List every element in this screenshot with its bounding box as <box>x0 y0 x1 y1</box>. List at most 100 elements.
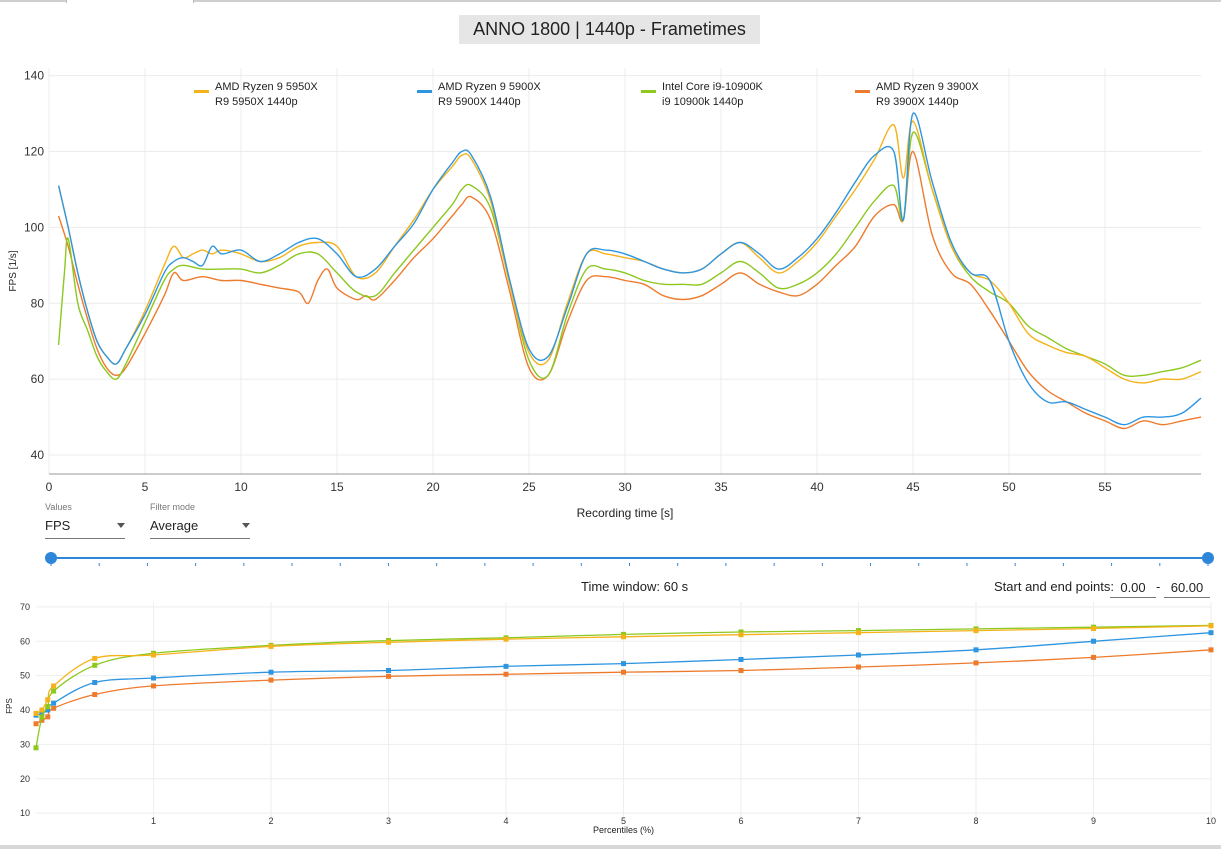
chevron-down-icon <box>117 523 125 528</box>
y-tick-label: 20 <box>20 774 30 784</box>
series-point <box>386 667 391 673</box>
series-point <box>1091 638 1096 644</box>
series-point <box>39 707 45 713</box>
series-point <box>738 656 744 662</box>
y-tick-label: 100 <box>24 220 44 234</box>
series-point <box>39 714 45 720</box>
series-point <box>856 630 861 636</box>
x-tick-label: 50 <box>1002 480 1016 494</box>
x-tick-label: 7 <box>856 816 861 826</box>
x-tick-label: 20 <box>426 480 440 494</box>
legend-series-subtitle: R9 3900X 1440p <box>876 96 959 108</box>
values-dropdown-label: Values <box>45 502 72 512</box>
series-point <box>738 629 744 635</box>
series-point <box>39 710 45 716</box>
legend-series-name: Intel Core i9-10900K <box>662 81 764 93</box>
percentile-line-chart: 1 2 3 4 5 6 7 8 9 10 10 20 30 40 50 60 70 Percentiles (%)… <box>5 602 1216 835</box>
y-tick-label: 50 <box>20 671 30 681</box>
series-lines <box>33 622 1214 751</box>
values-dropdown[interactable]: Values FPS <box>45 502 125 539</box>
grid-lines <box>48 68 1201 474</box>
time-range-slider[interactable] <box>0 545 1221 575</box>
series-line <box>35 625 1212 714</box>
filter-mode-value: Average <box>150 518 199 533</box>
series-point <box>973 660 979 666</box>
series-line <box>35 632 1212 716</box>
series-point <box>268 669 274 675</box>
x-tick-label: 9 <box>1091 816 1096 826</box>
legend-swatch <box>641 90 656 93</box>
series-point <box>503 663 509 669</box>
series-point <box>51 683 57 689</box>
series-point <box>386 639 391 645</box>
slider-start-handle[interactable] <box>45 552 57 564</box>
series-point <box>503 636 509 642</box>
series-point <box>92 692 98 698</box>
legend-series-subtitle: i9 10900k 1440p <box>662 96 743 108</box>
series-point <box>973 647 979 653</box>
x-tick-label: 25 <box>522 480 536 494</box>
values-dropdown-underline <box>45 538 125 539</box>
series-point <box>1208 647 1214 653</box>
range-separator: - <box>1156 579 1161 594</box>
x-tick-label: 35 <box>714 480 728 494</box>
series-point <box>151 683 156 689</box>
series-point <box>151 675 156 681</box>
filter-mode-dropdown[interactable]: Filter mode Average <box>150 502 250 539</box>
series-line <box>57 112 1202 426</box>
y-tick-label: 60 <box>31 372 45 386</box>
y-tick-label: 10 <box>20 808 30 818</box>
chevron-down-icon <box>242 523 250 528</box>
series-point <box>33 721 39 727</box>
y-axis-title: FPS [1/s] <box>8 250 19 291</box>
series-point <box>92 680 98 685</box>
series-point <box>1208 630 1214 636</box>
window-bottom-border <box>0 845 1221 849</box>
x-tick-label: 30 <box>618 480 632 494</box>
x-tick-label: 45 <box>906 480 920 494</box>
active-tab[interactable] <box>66 0 194 3</box>
legend-swatch <box>417 90 432 93</box>
legend-swatch <box>194 90 209 93</box>
series-line <box>57 120 1202 384</box>
chart-title: ANNO 1800 | 1440p - Frametimes <box>459 15 760 44</box>
grid-lines <box>36 602 1212 820</box>
start-point-input[interactable] <box>1110 577 1156 598</box>
x-tick-label: 5 <box>142 480 149 494</box>
series-line <box>57 131 1202 380</box>
values-dropdown-value: FPS <box>45 518 71 533</box>
series-point <box>92 662 98 668</box>
start-end-points-label: Start and end points: <box>994 579 1114 594</box>
x-tick-label: 1 <box>151 816 156 826</box>
series-point <box>33 710 39 716</box>
slider-end-handle[interactable] <box>1202 552 1214 564</box>
x-tick-label: 8 <box>973 816 978 826</box>
y-tick-label: 30 <box>20 739 30 749</box>
x-tick-label: 0 <box>46 480 53 494</box>
y-tick-label: 40 <box>31 448 45 462</box>
slider-ticks <box>50 563 1209 566</box>
series-point <box>45 714 51 720</box>
frametime-line-chart: 0 5 10 15 20 25 30 35 40 45 50 55 40 60 80 100 120 140 Rec… <box>8 68 1202 520</box>
series-point <box>39 717 45 723</box>
legend-series-name: AMD Ryzen 9 5950X <box>215 81 318 93</box>
window-top-border <box>0 0 1221 2</box>
end-point-input[interactable] <box>1164 577 1210 598</box>
series-point <box>45 697 51 703</box>
series-point <box>621 634 626 640</box>
series-point <box>973 628 979 634</box>
legend: AMD Ryzen 9 5950X R9 5950X 1440p AMD Ryzen… <box>194 81 979 108</box>
series-point <box>151 652 156 658</box>
series-point <box>856 664 861 670</box>
legend-series-subtitle: R9 5950X 1440p <box>215 96 298 108</box>
series-point <box>1208 623 1214 629</box>
legend-series-subtitle: R9 5900X 1440p <box>438 96 521 108</box>
series-lines <box>57 112 1202 430</box>
x-tick-label: 15 <box>330 480 344 494</box>
series-point <box>45 704 51 710</box>
series-point <box>1091 654 1096 660</box>
y-axis-title: FPS <box>5 698 14 714</box>
legend-swatch <box>855 90 870 93</box>
legend-series-name: AMD Ryzen 9 3900X <box>876 81 979 93</box>
series-point <box>503 671 509 677</box>
